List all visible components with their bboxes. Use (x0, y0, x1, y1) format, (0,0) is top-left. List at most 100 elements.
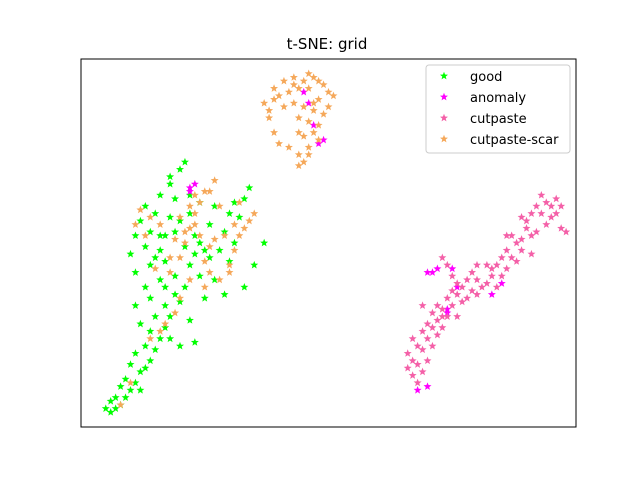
point-good (146, 260, 155, 269)
point-cutpaste (418, 367, 427, 376)
point-good (161, 301, 170, 309)
point-cutpaste (408, 371, 417, 379)
point-cutpaste-scar (309, 98, 318, 107)
point-cutpaste (557, 202, 566, 210)
point-good (171, 271, 180, 280)
point-anomaly (190, 179, 199, 188)
point-good (156, 275, 165, 284)
point-good (235, 213, 244, 221)
point-good (151, 345, 160, 354)
point-cutpaste-scar (215, 275, 224, 284)
point-good (176, 341, 184, 350)
point-cutpaste-scar (304, 84, 313, 92)
point-good (166, 172, 175, 181)
point-good (180, 282, 189, 291)
point-cutpaste-scar (210, 235, 219, 243)
point-good (171, 227, 180, 236)
point-good (161, 282, 170, 291)
point-cutpaste-scar (215, 202, 224, 210)
point-cutpaste (433, 316, 442, 324)
point-cutpaste (428, 308, 437, 317)
point-good (106, 397, 115, 405)
point-cutpaste-scar (235, 198, 244, 206)
point-good (195, 238, 204, 247)
point-cutpaste (552, 209, 561, 217)
chart-title: t-SNE: grid (287, 35, 368, 53)
point-good (180, 157, 189, 166)
point-cutpaste-scar (205, 242, 214, 251)
point-good (156, 231, 165, 240)
point-cutpaste (473, 260, 481, 269)
point-cutpaste (468, 268, 477, 276)
point-good (240, 282, 249, 291)
point-cutpaste (448, 301, 457, 309)
point-cutpaste-scar (141, 231, 150, 240)
point-good (131, 268, 140, 276)
point-cutpaste-scar (299, 157, 308, 166)
point-good (131, 349, 140, 357)
point-cutpaste-scar (185, 224, 194, 232)
legend-marker-good (440, 71, 448, 80)
point-cutpaste (463, 294, 472, 302)
point-cutpaste (408, 356, 417, 365)
point-cutpaste-scar (299, 76, 308, 85)
point-good (205, 253, 214, 262)
point-cutpaste-scar (180, 238, 189, 247)
series-good (101, 157, 269, 416)
point-cutpaste-scar (294, 128, 303, 136)
point-cutpaste-scar (270, 84, 279, 92)
point-good (126, 386, 135, 394)
point-good (171, 290, 180, 298)
point-cutpaste-scar (265, 113, 274, 122)
point-cutpaste-scar (230, 220, 239, 228)
point-anomaly (423, 382, 432, 390)
point-cutpaste (443, 312, 452, 320)
point-cutpaste-scar (146, 334, 155, 343)
point-cutpaste (463, 275, 472, 284)
point-cutpaste (552, 194, 561, 203)
point-cutpaste-scar (131, 220, 140, 228)
point-cutpaste-scar (225, 260, 234, 269)
point-cutpaste-scar (200, 257, 209, 265)
point-cutpaste (482, 260, 491, 269)
legend-label-cutpaste: cutpaste (470, 112, 527, 127)
point-good (141, 282, 150, 291)
point-good (190, 338, 199, 346)
point-cutpaste (522, 224, 531, 232)
point-good (116, 382, 125, 390)
point-anomaly (423, 268, 432, 276)
point-good (141, 341, 150, 350)
point-good (161, 231, 170, 240)
point-cutpaste (438, 323, 447, 332)
point-cutpaste-scar (166, 268, 175, 276)
point-good (146, 294, 155, 302)
point-cutpaste-scar (190, 190, 199, 199)
point-cutpaste (492, 282, 501, 291)
point-cutpaste-scar (319, 110, 328, 118)
point-cutpaste (413, 378, 422, 387)
point-good (260, 238, 269, 247)
point-cutpaste-scar (309, 73, 318, 81)
point-good (156, 190, 165, 199)
legend-label-anomaly: anomaly (470, 91, 526, 106)
point-cutpaste (423, 356, 432, 365)
point-cutpaste-scar (200, 282, 209, 291)
legend-marker-cutpaste-scar (440, 134, 448, 143)
point-cutpaste-scar (314, 135, 323, 144)
point-cutpaste-scar (304, 150, 313, 159)
point-anomaly (185, 187, 194, 195)
point-cutpaste (517, 213, 526, 221)
point-good (131, 301, 140, 309)
point-cutpaste-scar (250, 209, 259, 217)
point-cutpaste (492, 260, 501, 269)
point-cutpaste-scar (176, 253, 184, 262)
point-cutpaste-scar (220, 231, 229, 240)
point-cutpaste (482, 279, 491, 287)
point-good (185, 190, 194, 199)
point-cutpaste (418, 345, 427, 354)
point-cutpaste-scar (185, 275, 194, 284)
point-cutpaste-scar (275, 91, 283, 100)
point-good (185, 260, 194, 269)
point-cutpaste-scar (190, 220, 199, 228)
